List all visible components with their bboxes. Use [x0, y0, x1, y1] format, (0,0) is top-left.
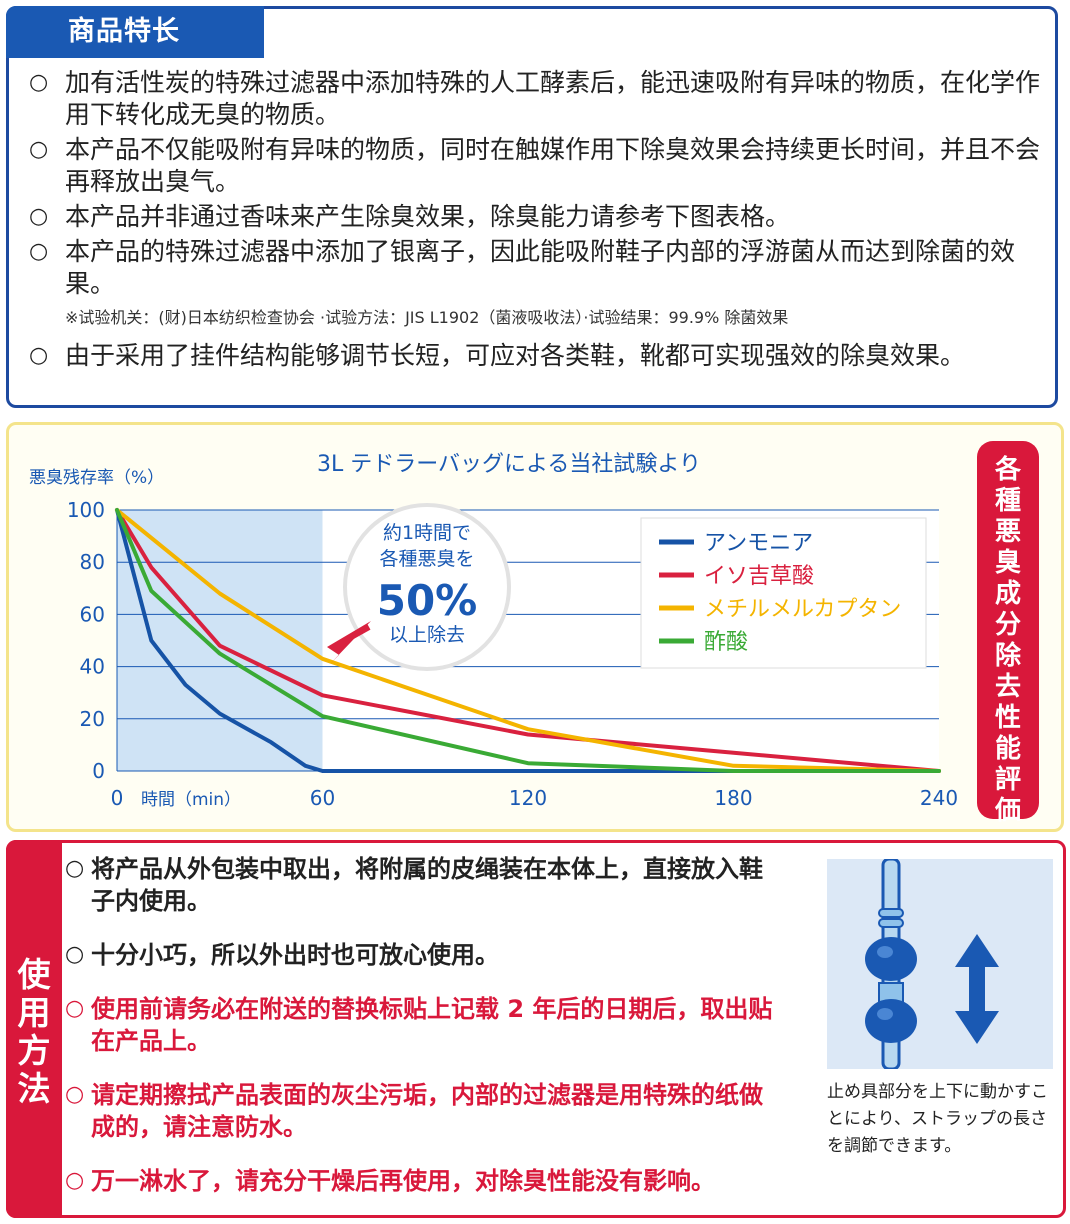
- series-line-1: [115, 508, 941, 773]
- side-badge-char: 成: [994, 579, 1021, 609]
- side-badge-char: 能: [994, 734, 1021, 764]
- circle-bullet-icon: ○: [65, 1168, 85, 1193]
- feature-item: ○ 本产品不仅能吸附有异味的物质，同时在触媒作用下除臭效果会持续更长时间，并且不…: [29, 134, 1049, 198]
- feature-text: 加有活性炭的特殊过滤器中添加特殊的人工酵素后，能迅速吸附有异味的物质，在化学作用…: [65, 68, 1041, 129]
- feature-item: ○ 加有活性炭的特殊过滤器中添加特殊的人工酵素后，能迅速吸附有异味的物质，在化学…: [29, 67, 1049, 131]
- circle-bullet-icon: ○: [65, 942, 85, 967]
- strap-caption: 止め具部分を上下に動かすことにより、ストラップの長さを調節できます。: [827, 1082, 1048, 1156]
- feature-text: 本产品并非通过香味来产生除臭效果，除臭能力请参考下图表格。: [65, 202, 791, 231]
- legend-label: アンモニア: [704, 531, 813, 556]
- side-badge-char: 評: [994, 765, 1021, 795]
- usage-item: ○ 使用前请务必在附送的替换标贴上记载 2 年后的日期后，取出贴在产品上。: [65, 993, 785, 1057]
- circle-bullet-icon: ○: [65, 1082, 85, 1107]
- side-badge: 各種悪臭成分除去性能評価: [977, 441, 1039, 826]
- side-badge-char: 除: [994, 641, 1021, 671]
- usage-text: 十分小巧，所以外出时也可放心使用。: [91, 941, 499, 969]
- series-line-3: [115, 508, 941, 773]
- feature-item: ○ 本产品的特殊过滤器中添加了银离子，因此能吸附鞋子内部的浮游菌从而达到除菌的效…: [29, 236, 1049, 300]
- usage-title-char: 使: [17, 955, 51, 994]
- x-tick-label: 180: [714, 786, 752, 810]
- chart-title: 3L テドラーバッグによる当社試験より: [317, 452, 701, 477]
- usage-text: 将产品从外包装中取出，将附属的皮绳装在本体上，直接放入鞋子内使用。: [91, 855, 763, 915]
- y-tick-label: 0: [92, 759, 105, 783]
- callout-text: 以上除去: [389, 624, 465, 646]
- x-tick-label: 0: [111, 786, 124, 810]
- usage-title: 使用方法: [6, 840, 62, 1218]
- usage-title-char: 方: [17, 1031, 51, 1070]
- features-panel: 商品特长 ○ 加有活性炭的特殊过滤器中添加特殊的人工酵素后，能迅速吸附有异味的物…: [6, 6, 1058, 408]
- y-tick-label: 40: [80, 655, 105, 679]
- up-down-arrow-icon: [955, 934, 999, 1044]
- chart-panel: 3L テドラーバッグによる当社試験より悪臭残存率（%） 100 80 60 40 20 0 0…: [6, 422, 1064, 832]
- side-badge-char: 各: [994, 455, 1021, 485]
- legend-label: 酢酸: [704, 630, 748, 655]
- legend-label: メチルメルカプタン: [704, 597, 901, 622]
- features-title: 商品特长: [6, 6, 264, 58]
- x-tick-label: 240: [920, 786, 958, 810]
- usage-item: ○ 将产品从外包装中取出，将附属的皮绳装在本体上，直接放入鞋子内使用。: [65, 853, 785, 917]
- y-tick-label: 20: [80, 707, 105, 731]
- feature-item: ○ 本产品并非通过香味来产生除臭效果，除臭能力请参考下图表格。: [29, 201, 1049, 233]
- series-line-2: [115, 508, 941, 773]
- y-tick-label: 100: [67, 498, 105, 522]
- side-badge-char: 種: [994, 486, 1021, 516]
- y-tick-label: 60: [80, 602, 105, 626]
- y-axis-label: 悪臭残存率（%）: [29, 468, 164, 488]
- circle-bullet-icon: ○: [65, 996, 85, 1021]
- feature-text: 由于采用了挂件结构能够调节长短，可应对各类鞋，靴都可实现强效的除臭效果。: [65, 341, 966, 370]
- callout-text: 約1時間で: [383, 522, 471, 544]
- usage-item: ○ 十分小巧，所以外出时也可放心使用。: [65, 939, 785, 971]
- x-tick-label: 60: [310, 786, 335, 810]
- usage-list: ○ 将产品从外包装中取出，将附属的皮绳装在本体上，直接放入鞋子内使用。 ○ 十分小巧，…: [65, 853, 785, 1219]
- circle-bullet-icon: ○: [29, 239, 49, 264]
- feature-text: 本产品的特殊过滤器中添加了银离子，因此能吸附鞋子内部的浮游菌从而达到除菌的效果。: [65, 237, 1016, 298]
- circle-bullet-icon: ○: [29, 137, 49, 162]
- x-axis-label: 時間（min）: [141, 790, 241, 810]
- side-badge-char: 臭: [994, 548, 1021, 578]
- legend-label: イソ吉草酸: [704, 564, 814, 589]
- y-tick-label: 80: [80, 550, 105, 574]
- features-list: ○ 加有活性炭的特殊过滤器中添加特殊的人工酵素后，能迅速吸附有异味的物质，在化学…: [29, 67, 1049, 375]
- side-badge-char: 分: [994, 610, 1021, 640]
- circle-bullet-icon: ○: [29, 70, 49, 95]
- strap-icon: [865, 857, 917, 1071]
- side-badge-char: 去: [994, 672, 1021, 702]
- callout-percent: 50%: [377, 576, 478, 625]
- usage-item: ○ 请定期擦拭产品表面的灰尘污垢，内部的过滤器是用特殊的纸做成的，请注意防水。: [65, 1079, 785, 1143]
- circle-bullet-icon: ○: [29, 343, 49, 368]
- usage-text: 请定期擦拭产品表面的灰尘污垢，内部的过滤器是用特殊的纸做成的，请注意防水。: [91, 1081, 763, 1141]
- callout-arrow-shaft: [342, 624, 371, 644]
- side-badge-char: 性: [994, 703, 1021, 733]
- circle-bullet-icon: ○: [65, 856, 85, 881]
- side-badge-char: 悪: [994, 517, 1021, 547]
- usage-text: 万一淋水了，请充分干燥后再使用，对除臭性能没有影响。: [91, 1167, 715, 1195]
- usage-title-char: 法: [17, 1069, 51, 1108]
- callout-bubble: [343, 503, 511, 671]
- x-tick-label: 120: [509, 786, 547, 810]
- series-line-4: [115, 508, 941, 773]
- callout-text: 各種悪臭を: [379, 548, 474, 570]
- usage-title-char: 用: [17, 993, 51, 1032]
- side-badge-char: 価: [994, 796, 1021, 826]
- strap-illustration: [827, 857, 1053, 1071]
- feature-item: ○ 由于采用了挂件结构能够调节长短，可应对各类鞋，靴都可实现强效的除臭效果。: [29, 340, 1049, 372]
- test-note: ※试验机关：(财)日本纺织检查协会 ·试验方法：JIS L1902（菌液吸收法）…: [65, 308, 789, 327]
- feature-text: 本产品不仅能吸附有异味的物质，同时在触媒作用下除臭效果会持续更长时间，并且不会再…: [65, 135, 1041, 196]
- usage-panel: 使用方法 ○ 将产品从外包装中取出，将附属的皮绳装在本体上，直接放入鞋子内使用。 ○…: [6, 840, 1066, 1218]
- usage-item: ○ 万一淋水了，请充分干燥后再使用，对除臭性能没有影响。: [65, 1165, 785, 1197]
- circle-bullet-icon: ○: [29, 204, 49, 229]
- usage-text: 使用前请务必在附送的替换标贴上记载 2 年后的日期后，取出贴在产品上。: [91, 995, 773, 1055]
